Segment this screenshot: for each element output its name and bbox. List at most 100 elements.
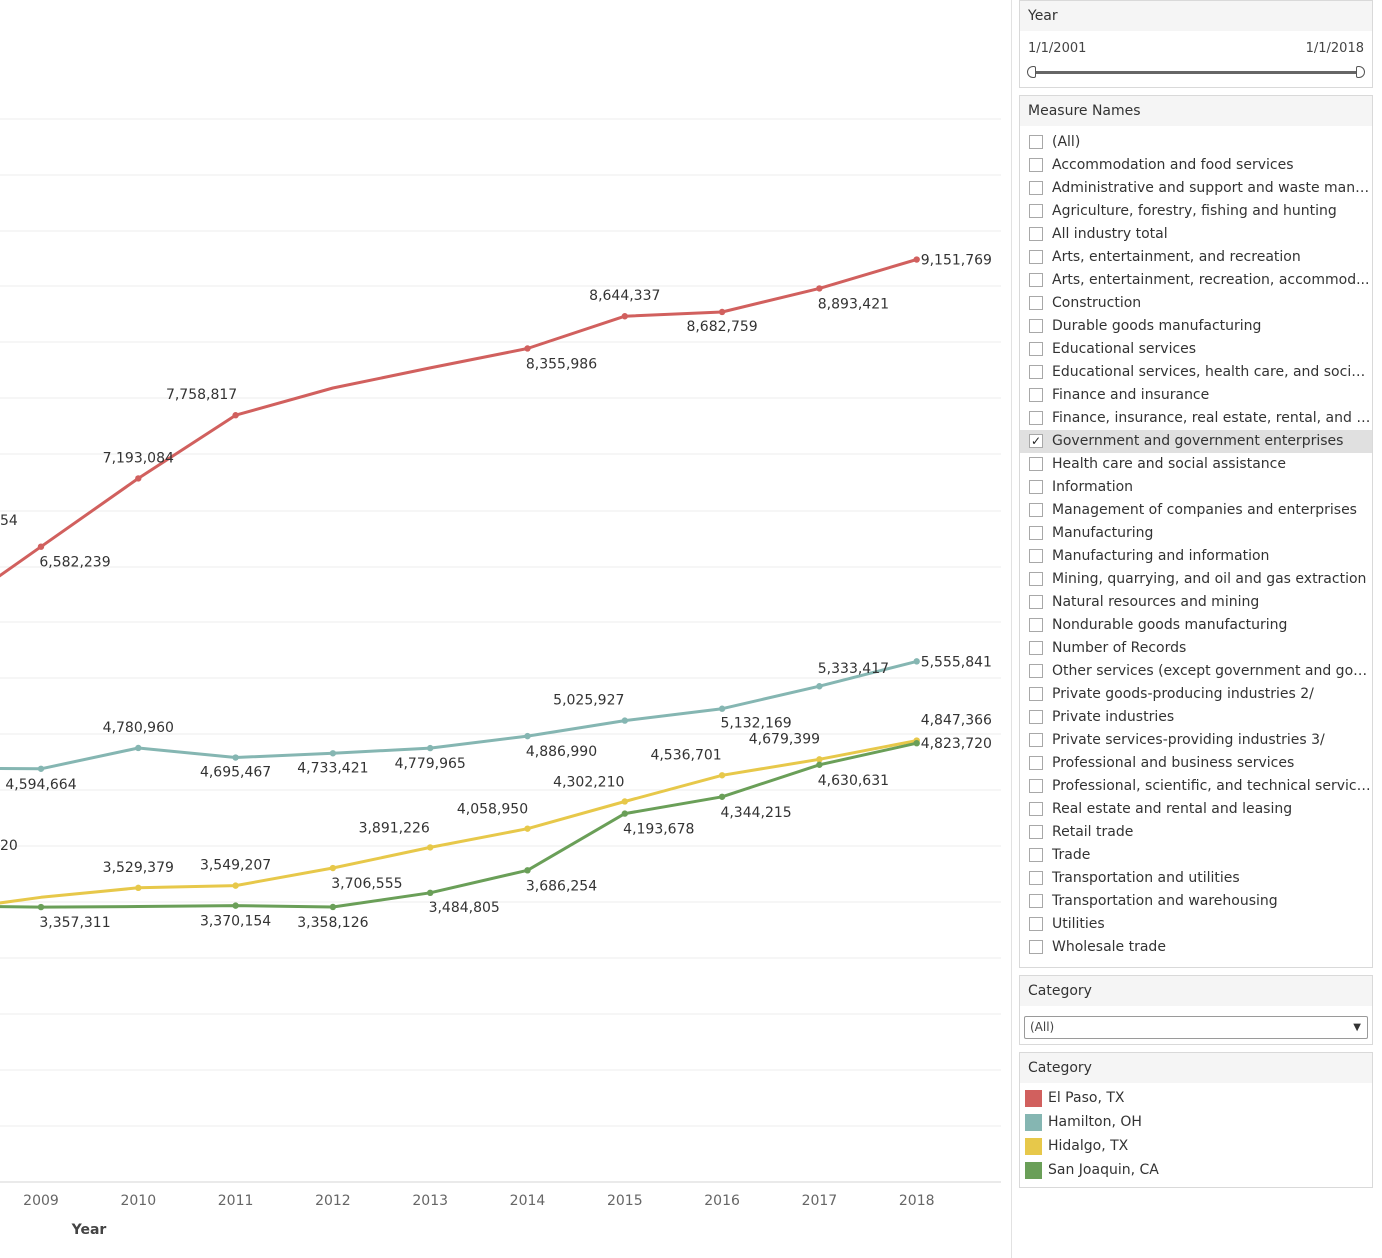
checkbox[interactable] <box>1029 342 1043 356</box>
checkbox[interactable] <box>1029 572 1043 586</box>
category-select[interactable]: (All) ▼ <box>1024 1016 1368 1039</box>
measure-item[interactable]: Agriculture, forestry, fishing and hunti… <box>1020 200 1372 223</box>
legend-item[interactable]: Hidalgo, TX <box>1020 1134 1372 1158</box>
checkbox[interactable] <box>1029 388 1043 402</box>
data-point <box>232 882 239 889</box>
measure-item[interactable]: Private services-providing industries 3/ <box>1020 729 1372 752</box>
measure-item[interactable]: Accommodation and food services <box>1020 154 1372 177</box>
checkbox[interactable] <box>1029 204 1043 218</box>
checkbox[interactable] <box>1029 135 1043 149</box>
checkbox[interactable] <box>1029 917 1043 931</box>
measure-item[interactable]: Private goods-producing industries 2/ <box>1020 683 1372 706</box>
measure-item-label: Professional, scientific, and technical … <box>1052 778 1372 794</box>
measure-item[interactable]: All industry total <box>1020 223 1372 246</box>
checkbox[interactable] <box>1029 733 1043 747</box>
checkbox[interactable] <box>1029 158 1043 172</box>
measure-item[interactable]: Retail trade <box>1020 821 1372 844</box>
checkbox[interactable] <box>1029 227 1043 241</box>
year-slider-start-handle[interactable] <box>1027 66 1036 78</box>
checkbox[interactable] <box>1029 687 1043 701</box>
year-slider-track[interactable] <box>1027 66 1365 78</box>
checkbox[interactable] <box>1029 825 1043 839</box>
measure-item[interactable]: Wholesale trade <box>1020 936 1372 959</box>
measure-item[interactable]: Transportation and utilities <box>1020 867 1372 890</box>
data-label: 3,370,154 <box>200 914 271 930</box>
checkbox[interactable] <box>1029 848 1043 862</box>
measure-item[interactable]: Finance, insurance, real estate, rental,… <box>1020 407 1372 430</box>
measure-item[interactable]: Management of companies and enterprises <box>1020 499 1372 522</box>
year-slider-end-handle[interactable] <box>1356 66 1365 78</box>
measure-item[interactable]: Manufacturing and information <box>1020 545 1372 568</box>
checkbox[interactable] <box>1029 595 1043 609</box>
data-point <box>524 867 531 874</box>
data-label: 3,891,226 <box>359 820 430 836</box>
legend-item[interactable]: San Joaquin, CA <box>1020 1158 1372 1182</box>
measure-item[interactable]: Transportation and warehousing <box>1020 890 1372 913</box>
checkbox[interactable] <box>1029 365 1043 379</box>
measure-item[interactable]: Real estate and rental and leasing <box>1020 798 1372 821</box>
chevron-down-icon[interactable]: ▼ <box>1353 1022 1361 1033</box>
x-tick-label: 2013 <box>412 1193 448 1209</box>
checkbox[interactable] <box>1029 296 1043 310</box>
legend-item[interactable]: El Paso, TX <box>1020 1086 1372 1110</box>
measure-item[interactable]: Arts, entertainment, recreation, accommo… <box>1020 269 1372 292</box>
checkbox[interactable] <box>1029 710 1043 724</box>
measure-item[interactable]: Nondurable goods manufacturing <box>1020 614 1372 637</box>
checkbox[interactable] <box>1029 756 1043 770</box>
measure-item[interactable]: Information <box>1020 476 1372 499</box>
measure-item[interactable]: Health care and social assistance <box>1020 453 1372 476</box>
checkbox[interactable]: ✓ <box>1029 434 1043 448</box>
series-line <box>0 258 918 578</box>
measure-item-label: Trade <box>1052 847 1091 863</box>
measure-item[interactable]: Professional, scientific, and technical … <box>1020 775 1372 798</box>
measure-item[interactable]: Mining, quarrying, and oil and gas extra… <box>1020 568 1372 591</box>
checkbox[interactable] <box>1029 802 1043 816</box>
data-label: 3,357,311 <box>39 915 110 931</box>
checkbox[interactable] <box>1029 871 1043 885</box>
measure-names-title: Measure Names <box>1020 96 1372 126</box>
measure-item[interactable]: Durable goods manufacturing <box>1020 315 1372 338</box>
checkbox[interactable] <box>1029 894 1043 908</box>
measure-item[interactable]: Other services (except government and go… <box>1020 660 1372 683</box>
checkbox[interactable] <box>1029 618 1043 632</box>
measure-item[interactable]: Finance and insurance <box>1020 384 1372 407</box>
checkbox[interactable] <box>1029 779 1043 793</box>
data-label: 4,536,701 <box>650 747 721 763</box>
checkbox[interactable] <box>1029 411 1043 425</box>
checkbox[interactable] <box>1029 319 1043 333</box>
measure-item[interactable]: (All) <box>1020 131 1372 154</box>
data-label: 4,695,467 <box>200 765 271 781</box>
checkbox[interactable] <box>1029 641 1043 655</box>
category-filter-title: Category <box>1020 976 1372 1006</box>
checkbox[interactable] <box>1029 181 1043 195</box>
checkbox[interactable] <box>1029 480 1043 494</box>
measure-item-label: Natural resources and mining <box>1052 594 1260 610</box>
measure-item-label: Transportation and warehousing <box>1052 893 1278 909</box>
checkbox[interactable] <box>1029 664 1043 678</box>
checkbox[interactable] <box>1029 273 1043 287</box>
data-label: 4,344,215 <box>720 805 791 821</box>
measure-item[interactable]: Construction <box>1020 292 1372 315</box>
measure-item[interactable]: Professional and business services <box>1020 752 1372 775</box>
measure-item[interactable]: Administrative and support and waste man… <box>1020 177 1372 200</box>
data-point <box>232 902 239 909</box>
checkbox[interactable] <box>1029 940 1043 954</box>
legend-item[interactable]: Hamilton, OH <box>1020 1110 1372 1134</box>
checkbox[interactable] <box>1029 457 1043 471</box>
checkbox[interactable] <box>1029 549 1043 563</box>
checkbox[interactable] <box>1029 250 1043 264</box>
checkbox[interactable] <box>1029 503 1043 517</box>
measure-item[interactable]: Private industries <box>1020 706 1372 729</box>
measure-item[interactable]: ✓ Government and government enterprises <box>1020 430 1372 453</box>
measure-item[interactable]: Utilities <box>1020 913 1372 936</box>
measure-item[interactable]: Trade <box>1020 844 1372 867</box>
measure-item[interactable]: Natural resources and mining <box>1020 591 1372 614</box>
data-point <box>329 750 337 757</box>
data-point <box>427 744 434 752</box>
measure-item[interactable]: Manufacturing <box>1020 522 1372 545</box>
measure-item[interactable]: Educational services, health care, and s… <box>1020 361 1372 384</box>
measure-item[interactable]: Arts, entertainment, and recreation <box>1020 246 1372 269</box>
checkbox[interactable] <box>1029 526 1043 540</box>
measure-item[interactable]: Educational services <box>1020 338 1372 361</box>
measure-item[interactable]: Number of Records <box>1020 637 1372 660</box>
